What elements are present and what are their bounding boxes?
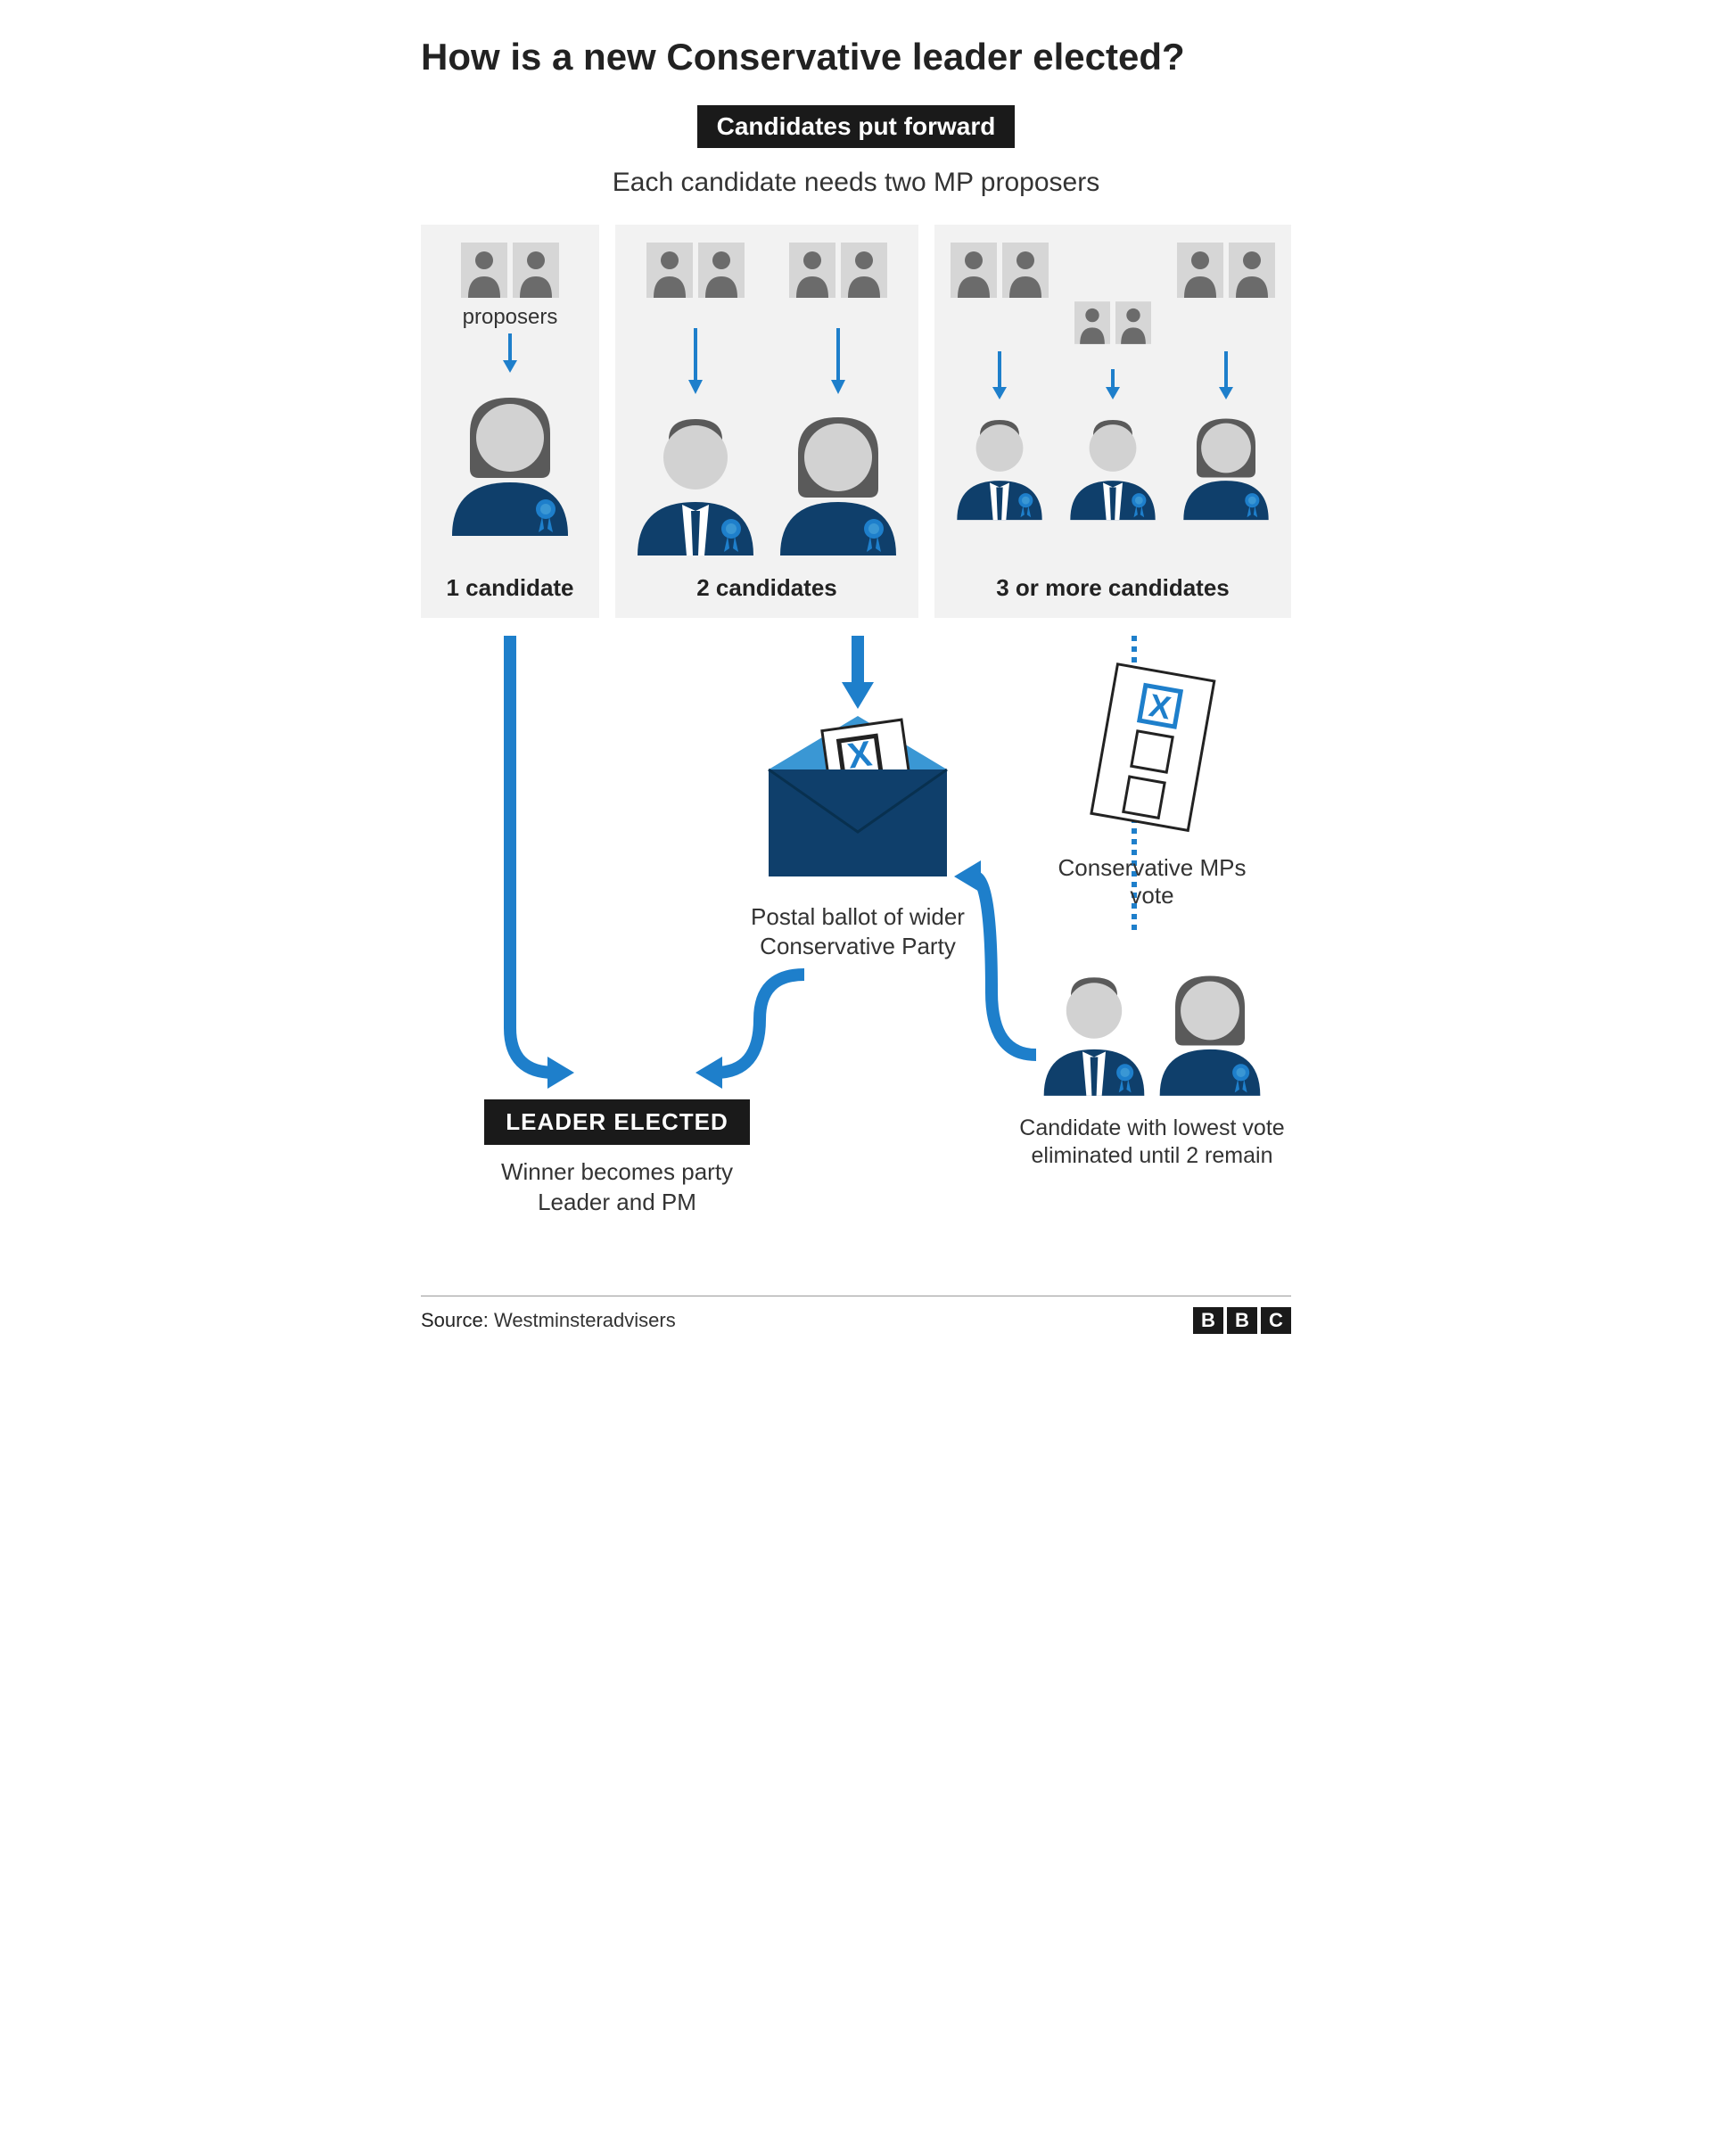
scenario-label: 2 candidates: [615, 574, 918, 602]
source-label: Source:: [421, 1309, 489, 1331]
bbc-block: C: [1261, 1307, 1291, 1334]
footer: Source: Westminsteradvisers B B C: [421, 1296, 1291, 1334]
candidate-icon: [1177, 405, 1275, 521]
postal-ballot-node: X Postal ballot of wider Conservative Pa…: [742, 707, 974, 960]
proposer-pair-icon: [1074, 301, 1151, 344]
ballot-paper-icon: X: [1081, 662, 1223, 841]
mp-vote-node: X Conservative MPs vote: [1045, 662, 1259, 909]
arrow-down-icon: [687, 328, 704, 394]
scenario-two: 2 candidates: [615, 225, 918, 618]
page-title: How is a new Conservative leader elected…: [421, 36, 1291, 78]
infographic-root: How is a new Conservative leader elected…: [421, 36, 1291, 1334]
envelope-icon: X: [751, 707, 965, 885]
arrow-down-icon: [1104, 369, 1122, 399]
candidate-icon: [629, 399, 762, 555]
finalists-caption: Candidate with lowest vote eliminated un…: [1018, 1115, 1286, 1171]
candidate-icon: [1064, 405, 1162, 521]
proposer-pair-icon: [461, 243, 559, 298]
stage-header: Candidates put forward Each candidate ne…: [421, 105, 1291, 198]
leader-banner: LEADER ELECTED: [484, 1099, 749, 1145]
bbc-logo: B B C: [1193, 1307, 1291, 1334]
proposer-pair-icon: [646, 243, 745, 298]
stage-subtitle: Each candidate needs two MP proposers: [421, 168, 1291, 198]
scenarios-row: proposers 1 candidate: [421, 225, 1291, 618]
proposer-pair-icon: [789, 243, 887, 298]
candidate-icon: [771, 399, 905, 555]
candidate-icon: [951, 405, 1049, 521]
leader-elected-node: LEADER ELECTED Winner becomes party Lead…: [474, 1099, 760, 1218]
mp-vote-caption: Conservative MPs vote: [1045, 854, 1259, 909]
source-line: Source: Westminsteradvisers: [421, 1309, 676, 1332]
postal-ballot-caption: Postal ballot of wider Conservative Part…: [742, 902, 974, 960]
arrow-down-icon: [991, 351, 1008, 399]
scenario-one: proposers 1 candidate: [421, 225, 599, 618]
finalists-node: Candidate with lowest vote eliminated un…: [1018, 957, 1286, 1171]
proposer-pair-icon: [951, 243, 1049, 298]
arrow-down-icon: [501, 333, 519, 374]
arrow-down-icon: [1217, 351, 1235, 399]
outcome-caption: Winner becomes party Leader and PM: [474, 1157, 760, 1218]
arrow-down-icon: [829, 328, 847, 394]
proposers-label: proposers: [430, 305, 590, 330]
finalists-icon: [1036, 957, 1268, 1099]
bbc-block: B: [1193, 1307, 1223, 1334]
scenario-label: 1 candidate: [421, 574, 599, 602]
bbc-block: B: [1227, 1307, 1257, 1334]
stage-banner: Candidates put forward: [697, 105, 1016, 148]
scenario-label: 3 or more candidates: [934, 574, 1291, 602]
scenario-three: 3 or more candidates: [934, 225, 1291, 618]
source-value: Westminsteradvisers: [494, 1309, 676, 1331]
flow-area: X Postal ballot of wider Conservative Pa…: [421, 636, 1291, 1278]
candidate-icon: [443, 380, 577, 536]
proposer-pair-icon: [1177, 243, 1275, 298]
